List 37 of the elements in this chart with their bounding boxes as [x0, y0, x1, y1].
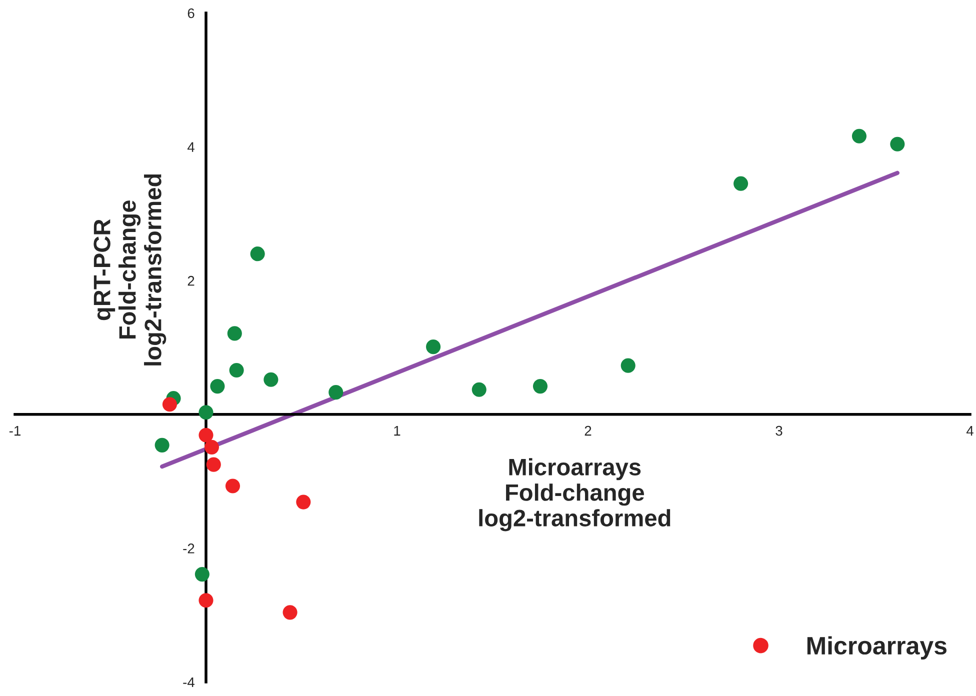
point: [227, 326, 242, 341]
y-tick-label: -4: [183, 677, 194, 688]
y-tick-label: 4: [187, 142, 194, 152]
point: [890, 136, 905, 152]
y-axis-title: qRT-PCR Fold-change log2-transformed: [94, 174, 166, 366]
point: [852, 128, 867, 144]
point: [734, 176, 748, 191]
point: [198, 593, 214, 608]
point: [296, 494, 311, 510]
x-tick-label: 3: [776, 426, 782, 436]
point: [328, 385, 344, 400]
y-tick-label: 2: [188, 276, 194, 286]
x-axis-title: Microarrays Fold-change log2-transformed: [479, 458, 670, 532]
point: [198, 405, 214, 420]
point: [620, 358, 636, 373]
y-tick-label: -2: [183, 544, 194, 554]
point: [264, 372, 278, 387]
point: [210, 379, 225, 394]
point: [194, 567, 210, 582]
point: [532, 379, 548, 394]
x-tick-label: 2: [584, 426, 592, 436]
y-tick-label: 6: [188, 8, 194, 18]
x-tick-label: -1: [9, 426, 20, 436]
point: [206, 457, 221, 472]
point: [225, 478, 240, 494]
point: [426, 340, 441, 354]
legend-label: Microarrays: [807, 636, 946, 660]
point: [204, 440, 220, 454]
point: [282, 605, 298, 620]
x-tick-label: 1: [394, 426, 400, 436]
x-tick-label: 4: [966, 426, 974, 436]
point: [472, 382, 486, 397]
point: [198, 428, 214, 442]
point: [162, 397, 177, 412]
point: [250, 246, 265, 262]
point: [154, 438, 170, 452]
point: [229, 362, 244, 378]
